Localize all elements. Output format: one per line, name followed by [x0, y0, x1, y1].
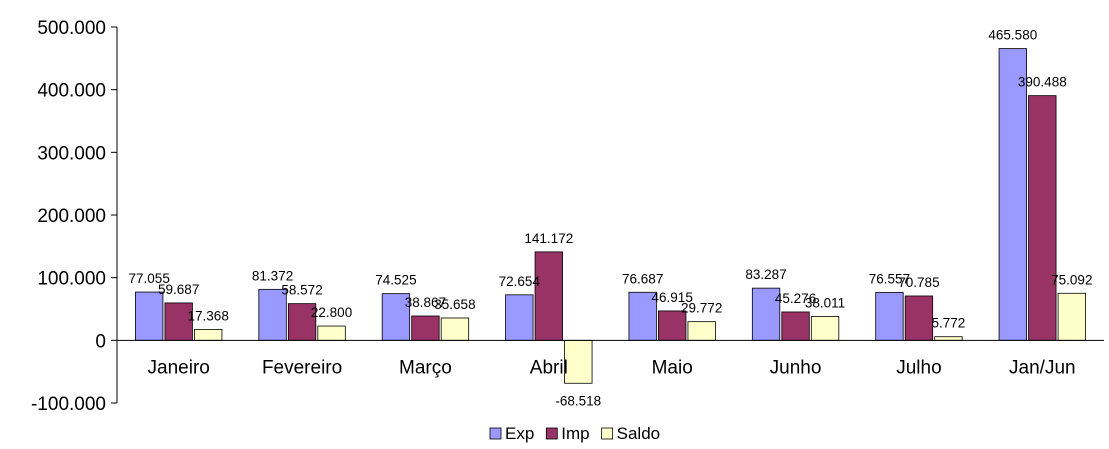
data-label-exp: 81.372: [252, 268, 293, 283]
data-label-saldo: 22.800: [311, 305, 352, 320]
data-label-saldo: 75.092: [1051, 272, 1092, 287]
category-label: Jan/Jun: [1009, 357, 1076, 378]
legend-label-imp: Imp: [561, 424, 589, 443]
data-label-imp: 70.785: [898, 275, 939, 290]
y-tick-label: 300.000: [37, 143, 106, 164]
bar-imp: [904, 295, 934, 341]
legend: Exp Imp Saldo: [489, 424, 660, 443]
y-tick-label: 100.000: [37, 269, 106, 290]
data-label-saldo: 38.011: [805, 296, 845, 311]
legend-swatch-saldo: [601, 427, 614, 440]
bar-saldo: [317, 325, 346, 341]
bar-imp: [781, 311, 810, 341]
bar-exp: [875, 291, 904, 341]
legend-label-saldo: Saldo: [617, 424, 660, 443]
data-label-imp: 141.172: [524, 231, 573, 246]
data-label-saldo: 29.772: [681, 301, 722, 316]
category-labels: Janeiro Fevereiro Março Abril Maio Junho Julho…: [148, 357, 1076, 378]
data-label-imp: 390.488: [1018, 75, 1067, 90]
category-label: Junho: [770, 357, 822, 378]
category-label: Fevereiro: [262, 357, 342, 378]
bar-exp: [258, 288, 287, 341]
bar-imp: [534, 251, 563, 341]
y-tick-label: -100.000: [31, 394, 106, 415]
bar-imp: [658, 310, 687, 341]
bars-layer: [135, 48, 1086, 384]
y-tick-label: 200.000: [37, 206, 106, 227]
bar-saldo: [810, 316, 840, 341]
legend-swatch-imp: [545, 427, 558, 440]
y-ticks: 500.000 400.000 300.000 200.000 100.000 0 -100…: [31, 18, 117, 415]
legend-swatch-exp: [489, 427, 502, 440]
data-label-saldo: 35.658: [434, 297, 475, 312]
y-tick-label: 0: [95, 331, 106, 352]
y-tick-label: 400.000: [37, 81, 106, 102]
data-label-exp: 77.055: [129, 271, 170, 286]
bar-exp: [505, 294, 534, 341]
bar-saldo: [564, 339, 593, 384]
data-label-imp: 45.276: [775, 291, 816, 306]
category-label: Maio: [652, 357, 693, 378]
bar-saldo: [440, 317, 470, 341]
data-label-exp: 76.687: [622, 271, 663, 286]
data-label-exp: 465.580: [988, 28, 1037, 43]
category-label: Julho: [896, 357, 941, 378]
data-label-imp: 38.867: [405, 295, 446, 310]
data-label-exp: 83.287: [745, 267, 786, 282]
bar-imp: [411, 315, 440, 341]
bar-saldo: [194, 329, 223, 341]
bar-imp: [164, 302, 193, 341]
y-tick-label: 500.000: [37, 18, 106, 39]
bar-imp: [1028, 95, 1057, 341]
category-label: Janeiro: [148, 357, 210, 378]
data-label-exp: 76.557: [869, 271, 910, 286]
data-label-imp: 59.687: [158, 282, 199, 297]
data-label-saldo: 17.368: [188, 308, 229, 323]
bar-saldo: [687, 321, 716, 341]
data-label-exp: 72.654: [499, 274, 541, 289]
bar-saldo: [934, 336, 963, 341]
data-label-imp: 46.915: [652, 290, 693, 305]
data-label-imp: 58.572: [281, 283, 322, 298]
legend-label-exp: Exp: [505, 424, 534, 443]
bar-exp: [135, 291, 164, 341]
data-label-saldo: 5.772: [932, 316, 966, 331]
bar-exp: [998, 48, 1027, 341]
bar-saldo: [1057, 292, 1086, 341]
data-label-exp: 74.525: [375, 273, 416, 288]
category-label: Março: [399, 357, 452, 378]
category-label: Abril: [530, 357, 568, 378]
bar-exp: [381, 293, 411, 341]
data-label-saldo: -68.518: [555, 393, 601, 408]
